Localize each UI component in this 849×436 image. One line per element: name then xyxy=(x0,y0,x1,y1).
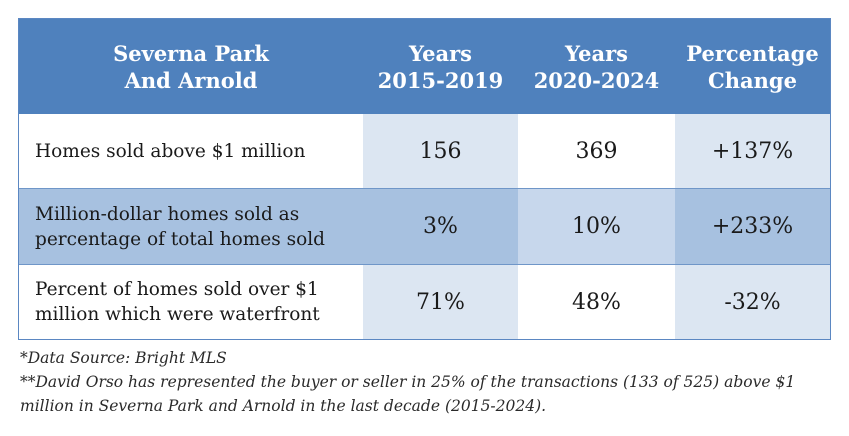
row-label-line: Million-dollar homes sold as xyxy=(35,203,300,225)
header-period2-line1: Years xyxy=(564,40,629,66)
row-label: Homes sold above $1 million xyxy=(19,114,363,189)
cell-2020-2024: 48% xyxy=(518,264,675,339)
data-source-note: *Data Source: Bright MLS xyxy=(20,349,227,367)
cell-2015-2019: 3% xyxy=(363,188,518,265)
cell-2020-2024: 369 xyxy=(518,114,675,189)
header-area-line1: Severna Park xyxy=(113,40,269,66)
footnotes: *Data Source: Bright MLS **David Orso ha… xyxy=(20,346,835,418)
row-label-line: Percent of homes sold over $1 xyxy=(35,279,319,300)
header-percentage-change: Percentage Change xyxy=(675,19,830,114)
cell-percentage-change: +233% xyxy=(675,188,830,265)
agent-note-line2: million in Severna Park and Arnold in th… xyxy=(20,397,547,415)
row-label-line: Homes sold above $1 million xyxy=(35,140,306,162)
cell-2015-2019: 71% xyxy=(363,264,518,339)
row-label: Percent of homes sold over $1 million wh… xyxy=(19,264,363,339)
header-period1-line2: 2015-2019 xyxy=(377,67,504,93)
agent-note-line1: **David Orso has represented the buyer o… xyxy=(20,373,796,391)
row-label-line: million which were waterfront xyxy=(35,304,320,325)
header-period-2015-2019: Years 2015-2019 xyxy=(363,19,518,114)
header-period1-line1: Years xyxy=(408,40,473,66)
header-period2-line2: 2020-2024 xyxy=(533,67,660,93)
header-change-line2: Change xyxy=(708,67,797,93)
table-row: Homes sold above $1 million 156 369 +137… xyxy=(19,114,830,189)
header-period-2020-2024: Years 2020-2024 xyxy=(518,19,675,114)
row-label: Million-dollar homes sold as percentage … xyxy=(19,188,363,265)
cell-2020-2024: 10% xyxy=(518,188,675,265)
header-area: Severna Park And Arnold xyxy=(19,19,363,114)
home-sales-table: Severna Park And Arnold Years 2015-2019 … xyxy=(19,19,830,339)
cell-percentage-change: +137% xyxy=(675,114,830,189)
row-label-line: percentage of total homes sold xyxy=(35,228,326,250)
table-row: Percent of homes sold over $1 million wh… xyxy=(19,264,830,339)
header-area-line2: And Arnold xyxy=(124,67,258,93)
table-header-row: Severna Park And Arnold Years 2015-2019 … xyxy=(19,19,830,114)
cell-percentage-change: -32% xyxy=(675,264,830,339)
data-table-frame: Severna Park And Arnold Years 2015-2019 … xyxy=(18,18,831,340)
header-change-line1: Percentage xyxy=(686,40,819,66)
table-row: Million-dollar homes sold as percentage … xyxy=(19,188,830,265)
cell-2015-2019: 156 xyxy=(363,114,518,189)
